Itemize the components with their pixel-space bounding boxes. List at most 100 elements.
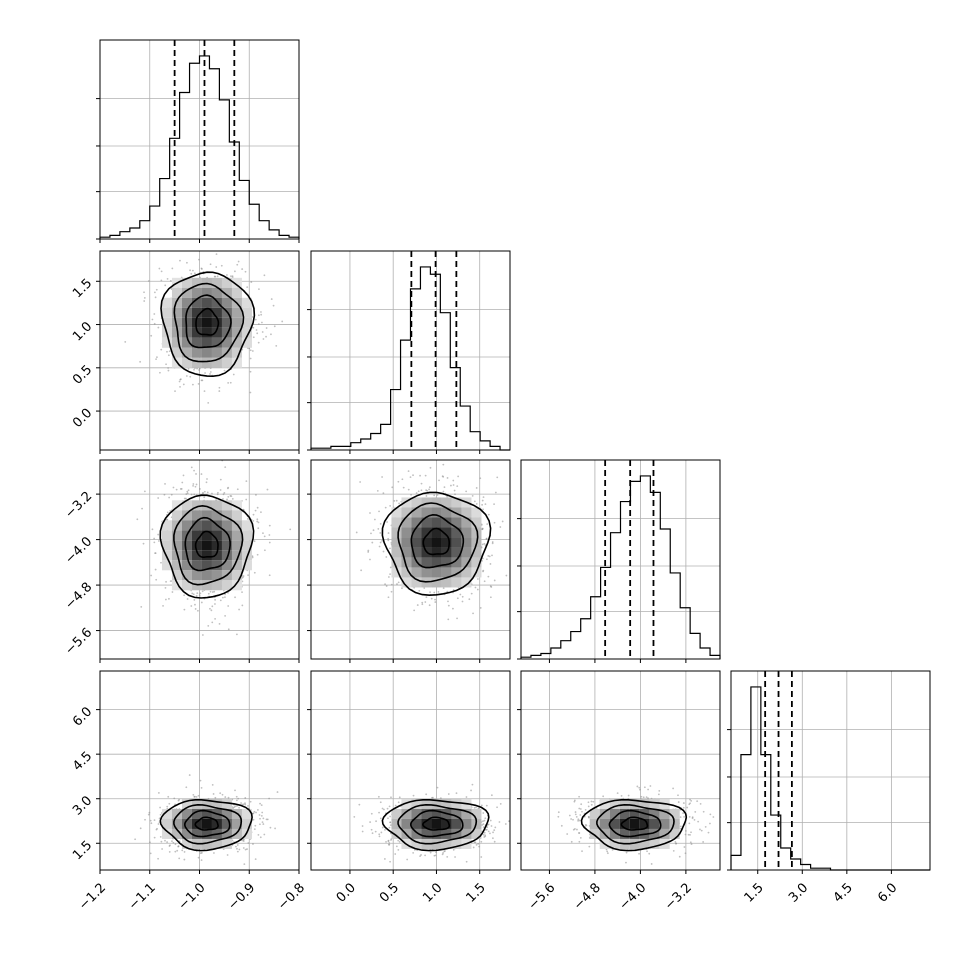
scatter-point	[493, 503, 495, 506]
scatter-point	[190, 605, 193, 607]
scatter-point	[477, 842, 480, 845]
scatter-point	[153, 291, 156, 294]
scatter-point	[461, 595, 464, 598]
scatter-point	[252, 336, 255, 339]
scatter-point	[154, 296, 157, 299]
scatter-point	[265, 327, 268, 329]
scatter-point	[425, 596, 428, 599]
scatter-point	[195, 483, 198, 486]
density-cell	[461, 577, 472, 588]
scatter-point	[236, 847, 238, 850]
density-cell	[201, 327, 212, 338]
scatter-point	[160, 840, 163, 843]
scatter-point	[490, 586, 493, 588]
scatter-point	[260, 313, 263, 316]
scatter-point	[491, 554, 493, 557]
scatter-point	[257, 323, 260, 325]
scatter-point	[675, 842, 678, 845]
scatter-point	[196, 592, 199, 595]
scatter-point	[199, 592, 202, 595]
density-cell	[241, 297, 252, 308]
scatter-point	[504, 823, 507, 825]
scatter-point	[247, 842, 250, 844]
density-cell	[211, 297, 222, 308]
scatter-point	[358, 803, 361, 806]
scatter-point	[252, 326, 255, 329]
scatter-point	[491, 542, 494, 545]
scatter-point	[149, 841, 151, 844]
density-cell	[171, 818, 182, 829]
scatter-point	[455, 792, 458, 795]
scatter-point	[149, 852, 152, 855]
scatter-point	[237, 797, 240, 800]
scatter-point	[441, 475, 444, 478]
density-cell	[411, 567, 422, 578]
density-cell	[629, 818, 640, 829]
density-cell	[221, 798, 232, 809]
scatter-point	[160, 348, 163, 351]
scatter-point	[151, 528, 154, 531]
density-cell	[211, 287, 222, 298]
scatter-point	[269, 826, 272, 829]
scatter-point	[678, 855, 681, 858]
panel-content	[557, 785, 715, 865]
density-cell	[201, 287, 212, 298]
scatter-point	[456, 485, 459, 488]
scatter-point	[391, 486, 394, 489]
scatter-point	[164, 284, 167, 287]
density-cell	[211, 500, 222, 511]
scatter-point	[485, 804, 488, 807]
density-cell	[211, 327, 222, 338]
scatter-point	[263, 549, 266, 552]
scatter-point	[370, 812, 373, 815]
scatter-point	[639, 788, 641, 791]
y-tick-label: 4.5	[70, 749, 95, 774]
density-cell	[171, 570, 182, 581]
scatter-point	[211, 784, 214, 786]
density-cell	[451, 537, 462, 548]
contour-line	[381, 799, 490, 852]
scatter-point	[433, 494, 436, 497]
scatter-point	[241, 604, 244, 607]
density-cell	[451, 527, 462, 538]
density-cell	[241, 317, 252, 328]
density-cell	[231, 277, 242, 288]
scatter-point	[482, 820, 484, 823]
density-cell	[231, 347, 242, 358]
density-cell	[201, 307, 212, 318]
density-cell	[451, 567, 462, 578]
density-cell	[599, 818, 610, 829]
scatter-point	[261, 331, 264, 333]
scatter-point	[389, 860, 391, 863]
density-shading	[589, 798, 680, 849]
scatter-point	[214, 617, 216, 620]
scatter-point	[398, 502, 400, 505]
density-cell	[431, 507, 442, 518]
scatter-point	[154, 568, 157, 571]
scatter-point	[251, 350, 254, 352]
scatter-point	[687, 833, 690, 836]
density-cell	[161, 828, 172, 839]
scatter-point	[236, 488, 239, 491]
scatter-point	[388, 826, 391, 829]
density-cell	[181, 580, 192, 591]
scatter-point	[249, 349, 252, 352]
panel-frame	[99, 39, 300, 240]
scatter-point	[157, 326, 160, 329]
scatter-point	[496, 476, 499, 479]
density-cell	[181, 540, 192, 551]
scatter-point	[179, 378, 182, 381]
scatter-point	[709, 822, 711, 825]
scatter-point	[273, 325, 276, 328]
scatter-point	[198, 594, 201, 597]
scatter-point	[472, 846, 475, 849]
scatter-point	[689, 834, 691, 836]
scatter-point	[482, 826, 485, 829]
scatter-point	[496, 806, 498, 809]
scatter-point	[213, 590, 216, 593]
density-cell	[171, 287, 182, 298]
density-cell	[191, 828, 202, 839]
scatter-point	[487, 830, 490, 833]
density-cell	[161, 317, 172, 328]
scatter-point	[397, 801, 400, 804]
